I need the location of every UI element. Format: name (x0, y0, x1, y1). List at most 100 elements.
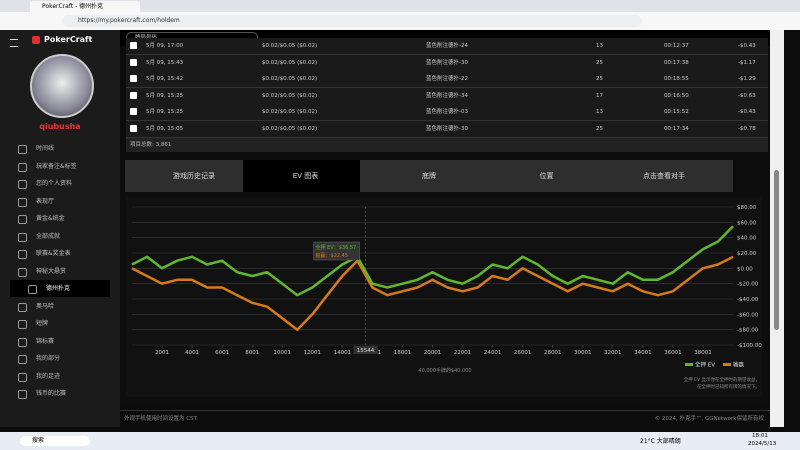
weather[interactable]: 21°C 大部晴朗 (640, 438, 681, 445)
y-tick-label: -$40.00 (737, 297, 759, 303)
menu-item[interactable]: 奥马哈 (0, 298, 120, 315)
table-cell: 17 (596, 92, 603, 99)
table-cell: 5月 09, 17:00 (146, 43, 184, 49)
table-cell: $0.02/$0.05 ($0.02) (262, 125, 318, 132)
y-tick-label: $0.00 (737, 266, 753, 272)
legend-swatch (723, 363, 731, 366)
menu-icon (18, 390, 27, 399)
menu-item[interactable]: 玩家备注&标签 (0, 158, 120, 175)
browser-tab[interactable]: PokerCraft - 德州扑克 (30, 1, 140, 12)
menu-label: 全部成就 (36, 232, 61, 240)
x-tick-label: 12001 (304, 350, 322, 356)
menu-icon (18, 215, 27, 224)
table-cell: 蓝色削注德扑-30 (426, 59, 468, 66)
table-cell: 13 (596, 109, 603, 115)
chart-note: 在全押时已知所有牌的情况下。 (697, 383, 760, 390)
taskbar: 搜索 21°C 大部晴朗 18:01 2024/5/13 (0, 432, 800, 450)
series-line (131, 255, 734, 331)
menu-item[interactable]: 时间线 (0, 140, 120, 157)
table-cell: 13 (596, 43, 603, 49)
tab[interactable]: EV 图表 (242, 160, 369, 198)
table-cell: 25 (596, 125, 603, 132)
x-tick-label: 20001 (424, 350, 442, 356)
menu-item[interactable]: 钱币的比赛 (0, 385, 120, 402)
menu-label: 钱币的比赛 (36, 390, 67, 397)
checkbox[interactable] (130, 124, 137, 132)
avatar[interactable] (30, 54, 94, 118)
url[interactable]: https://my.pokercraft.com/holdem (62, 15, 642, 27)
x-tick-label: 18001 (394, 350, 412, 356)
table-cell: 25 (596, 59, 603, 66)
menu-item[interactable]: 我的部分 (0, 350, 120, 367)
menu-item[interactable]: 德州扑克 (10, 280, 110, 297)
checkbox[interactable] (130, 42, 137, 49)
y-tick-label: -$20.00 (737, 282, 759, 288)
table-row[interactable]: 5月 09, 17:00 $0.02/$0.05 ($0.02) 蓝色削注德扑-24… (126, 38, 768, 55)
menu-item[interactable]: 短牌 (0, 315, 120, 332)
x-tick-label: 24001 (484, 350, 502, 356)
menu-label: 锦标赛 (36, 337, 55, 345)
tab[interactable]: 位置 (477, 160, 616, 192)
clock-time[interactable]: 18:01 (752, 433, 768, 439)
taskbar-search[interactable]: 搜索 (20, 436, 90, 446)
table-row[interactable]: 5月 09, 15:25 $0.02/$0.05 ($0.02) 蓝色削注德扑-03… (126, 104, 768, 121)
menu-icon (18, 250, 27, 259)
table-cell: 5月 09, 15:25 (146, 109, 184, 115)
menu-icon[interactable] (10, 39, 18, 47)
tooltip-text: 输赢：$22.45 (316, 252, 349, 259)
menu-label: 黄金&统金 (36, 215, 65, 222)
menu-item[interactable]: 联赛&奖金表 (0, 245, 120, 262)
menu-item[interactable]: 全部成就 (0, 228, 120, 245)
menu-icon (18, 337, 27, 347)
chart: $80.00 $60.00 $40.00 $20.00 $0.00 -$20.00 -$40… (120, 192, 770, 404)
scroll-thumb[interactable] (774, 170, 779, 330)
y-tick-label: $60.00 (737, 220, 757, 226)
tab[interactable]: 游戏历史记录 (125, 160, 263, 192)
menu-label: 玩家备注&标签 (36, 162, 77, 170)
clock-date[interactable]: 2024/5/13 (748, 441, 777, 447)
table-cell: 5月 09, 15:25 (146, 92, 184, 99)
table-row[interactable]: 5月 09, 15:25 $0.02/$0.05 ($0.02) 蓝色削注德扑-34… (126, 87, 768, 105)
x-tick-label: 38001 (694, 350, 712, 356)
table-cell: $0.02/$0.05 ($0.02) (262, 109, 318, 115)
x-tick-label: 6001 (215, 350, 229, 356)
x-tick-label: 34001 (634, 350, 652, 356)
x-tick-label: 28001 (544, 350, 562, 356)
y-tick-label: -$100.00 (737, 343, 762, 349)
menu-item[interactable]: 黄金&统金 (0, 210, 120, 227)
table-row[interactable]: 5月 09, 15:42 $0.02/$0.05 ($0.02) 蓝色削注德扑-22… (126, 71, 768, 88)
menu-label: 您的个人资料 (36, 180, 73, 187)
checkbox[interactable] (130, 108, 137, 115)
checkbox[interactable] (130, 58, 137, 66)
menu-item[interactable]: 锦标赛 (0, 333, 120, 350)
table-cell: 00:16:50 (664, 92, 689, 99)
tab[interactable]: 底牌 (360, 160, 498, 192)
menu-item[interactable]: 我的足迹 (0, 368, 120, 385)
y-tick-label: $20.00 (737, 251, 757, 257)
checkbox[interactable] (130, 75, 137, 82)
x-tick-label: 30001 (574, 350, 592, 356)
table-cell: 蓝色削注德扑-24 (426, 43, 468, 49)
logo: PokerCraft (44, 35, 93, 44)
menu-item[interactable]: 神秘大悬赏 (0, 263, 120, 280)
table-row[interactable]: 5月 09, 15:05 $0.02/$0.05 ($0.02) 蓝色削注德扑-30… (126, 120, 768, 138)
legend-label: 输赢 (733, 361, 745, 369)
total: 项目总数: 3,861 (126, 138, 768, 152)
table-cell: $0.02/$0.05 ($0.02) (262, 43, 318, 49)
menu-icon (18, 267, 27, 277)
table-row[interactable]: 5月 09, 15:43 $0.02/$0.05 ($0.02) 蓝色削注德扑-30… (126, 54, 768, 72)
menu-icon (18, 162, 27, 172)
menu-label: 德州扑克 (46, 285, 71, 292)
table-cell: -$1.29 (738, 76, 756, 82)
menu-item[interactable]: 您的个人资料 (0, 175, 120, 192)
table-cell: 蓝色削注德扑-34 (426, 92, 468, 99)
table-cell: 00:15:52 (664, 109, 689, 115)
menu-item[interactable]: 表现厅 (0, 193, 120, 210)
menu-icon (18, 372, 27, 382)
table-cell: $0.02/$0.05 ($0.02) (262, 92, 318, 99)
menu-label: 我的部分 (36, 355, 61, 362)
y-tick-label: $40.00 (737, 236, 757, 242)
scrollbar[interactable] (770, 30, 784, 427)
tab[interactable]: 点击查看对手 (595, 160, 733, 192)
checkbox[interactable] (130, 91, 137, 99)
